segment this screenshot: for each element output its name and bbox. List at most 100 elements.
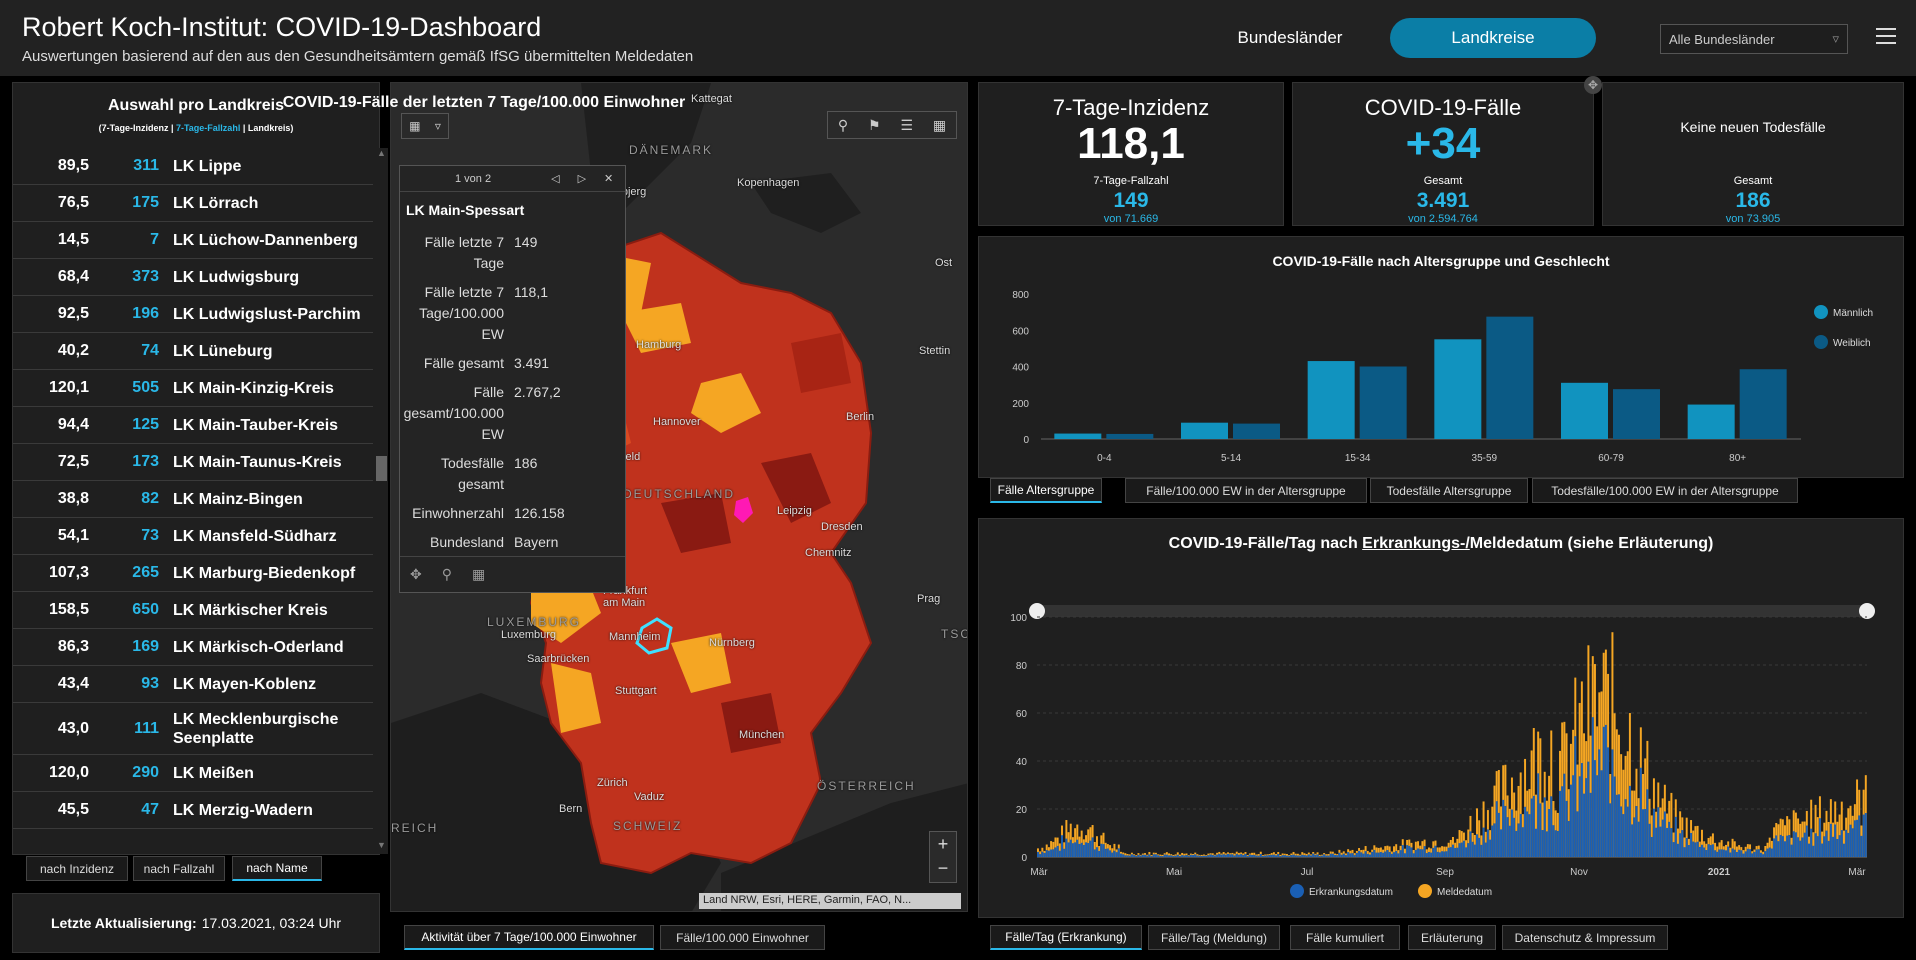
title-part[interactable]: Erkrankungs-/ bbox=[1362, 535, 1470, 552]
bottom-tab[interactable]: Fälle/Tag (Meldung) bbox=[1148, 925, 1280, 950]
bar-weiblich-35-59[interactable] bbox=[1486, 316, 1534, 439]
bookmark-icon[interactable]: ⚑ bbox=[868, 116, 881, 133]
age-tab[interactable]: Todesfälle Altersgruppe bbox=[1370, 478, 1528, 503]
bar-männlich-80+[interactable] bbox=[1687, 404, 1735, 439]
map-tab-aktivitaet[interactable]: Aktivität über 7 Tage/100.000 Einwohner bbox=[404, 925, 654, 950]
landkreis-row[interactable]: 107,3 265 LK Marburg-Biedenkopf bbox=[13, 555, 373, 592]
scroll-up-icon[interactable]: ▲ bbox=[377, 148, 386, 158]
popup-key: Fälle letzte 7 Tage/100.000 EW bbox=[419, 284, 504, 342]
expand-icon[interactable]: ✥ bbox=[1584, 76, 1602, 94]
next-icon[interactable]: ▷ bbox=[577, 173, 587, 185]
age-tab[interactable]: Fälle Altersgruppe bbox=[990, 478, 1102, 503]
select-feature-icon[interactable]: ▦ bbox=[472, 566, 486, 582]
range-handle-right[interactable] bbox=[1859, 603, 1875, 619]
bar-männlich-5-14[interactable] bbox=[1181, 422, 1228, 439]
bottom-tab[interactable]: Erläuterung bbox=[1408, 925, 1496, 950]
title-part: Meldedatum (siehe Erläuterung) bbox=[1469, 535, 1714, 552]
bar-weiblich-0-4[interactable] bbox=[1106, 433, 1154, 439]
list-scrollbar[interactable]: ▲ ▼ bbox=[375, 148, 388, 854]
bar-erkrankungsdatum bbox=[1856, 819, 1859, 857]
bar-erkrankungsdatum bbox=[1506, 817, 1509, 857]
popup-value: 118,1 bbox=[514, 284, 548, 300]
zoom-out-icon[interactable]: − bbox=[937, 858, 949, 878]
map-label-vaduz: Vaduz bbox=[634, 791, 665, 803]
landkreis-row[interactable]: 43,4 93 LK Mayen-Koblenz bbox=[13, 666, 373, 703]
landkreis-list[interactable]: 89,5 311 LK Lippe 76,5 175 LK Lörrach 14,5 7 LK … bbox=[13, 148, 373, 854]
bar-männlich-0-4[interactable] bbox=[1054, 433, 1102, 439]
bar-meldedatum bbox=[1644, 758, 1647, 857]
popup-row: Einwohnerzahl 126.158 bbox=[400, 503, 625, 524]
bar-erkrankungsdatum bbox=[1620, 806, 1623, 857]
bar-erkrankungsdatum bbox=[1231, 854, 1234, 857]
landkreis-row[interactable]: 40,2 74 LK Lüneburg bbox=[13, 333, 373, 370]
bar-meldedatum bbox=[1054, 837, 1057, 857]
landkreis-row[interactable]: 54,1 73 LK Mansfeld-Südharz bbox=[13, 518, 373, 555]
landkreis-row[interactable]: 43,0 111 LK Mecklenburgische Seenplatte bbox=[13, 703, 373, 755]
bar-erkrankungsdatum bbox=[1735, 851, 1738, 857]
landkreis-row[interactable]: 76,5 175 LK Lörrach bbox=[13, 185, 373, 222]
hamburger-menu-icon[interactable] bbox=[1876, 28, 1896, 46]
row-fallzahl: 111 bbox=[134, 719, 159, 737]
bar-meldedatum bbox=[1784, 825, 1786, 857]
age-tab[interactable]: Todesfälle/100.000 EW in der Altersgrupp… bbox=[1532, 478, 1798, 503]
sort-tab-name[interactable]: nach Name bbox=[232, 856, 322, 881]
bar-erkrankungsdatum bbox=[1508, 825, 1511, 857]
range-slider-track[interactable] bbox=[1037, 605, 1867, 617]
bar-erkrankungsdatum bbox=[1362, 853, 1365, 857]
move-icon[interactable]: ✥ bbox=[410, 566, 422, 582]
landkreis-row[interactable]: 120,1 505 LK Main-Kinzig-Kreis bbox=[13, 370, 373, 407]
bar-erkrankungsdatum bbox=[1152, 854, 1155, 857]
bar-männlich-60-79[interactable] bbox=[1561, 382, 1608, 439]
landkreis-row[interactable]: 86,3 169 LK Märkisch-Oderland bbox=[13, 629, 373, 666]
zoom-in-icon[interactable]: + bbox=[937, 834, 949, 854]
bottom-tab[interactable]: Fälle kumuliert bbox=[1290, 925, 1400, 950]
legend-swatch bbox=[1814, 335, 1828, 349]
bar-erkrankungsdatum bbox=[1371, 851, 1374, 857]
bar-erkrankungsdatum bbox=[1292, 854, 1295, 857]
bottom-tab[interactable]: Datenschutz & Impressum bbox=[1502, 925, 1668, 950]
landkreis-row[interactable]: 72,5 173 LK Main-Taunus-Kreis bbox=[13, 444, 373, 481]
scrollbar-thumb[interactable] bbox=[376, 456, 387, 481]
landkreis-row[interactable]: 45,5 47 LK Merzig-Wadern bbox=[13, 792, 373, 829]
bar-weiblich-15-34[interactable] bbox=[1359, 366, 1407, 440]
bar-erkrankungsdatum bbox=[1130, 854, 1133, 857]
grid-icon[interactable]: ▦ bbox=[932, 116, 947, 133]
scroll-down-icon[interactable]: ▼ bbox=[377, 840, 386, 850]
landkreis-row[interactable]: 158,5 650 LK Märkischer Kreis bbox=[13, 592, 373, 629]
close-icon[interactable]: ✕ bbox=[604, 173, 614, 185]
landkreis-row[interactable]: 89,5 311 LK Lippe bbox=[13, 148, 373, 185]
zoom-to-icon[interactable]: ⚲ bbox=[441, 566, 452, 582]
nav-landkreise-button[interactable]: Landkreise bbox=[1390, 18, 1596, 58]
bar-weiblich-80+[interactable] bbox=[1739, 369, 1787, 439]
header-bar: Robert Koch-Institut: COVID-19-Dashboard… bbox=[0, 0, 1916, 76]
bar-weiblich-60-79[interactable] bbox=[1613, 389, 1660, 439]
bar-erkrankungsdatum bbox=[1154, 854, 1157, 857]
range-handle-left[interactable] bbox=[1029, 603, 1045, 619]
list-icon[interactable]: ☰ bbox=[900, 116, 913, 133]
age-tab[interactable]: Fälle/100.000 EW in der Altersgruppe bbox=[1125, 478, 1367, 503]
bar-erkrankungsdatum bbox=[1198, 855, 1201, 857]
map-tab-faelle[interactable]: Fälle/100.000 Einwohner bbox=[660, 925, 825, 950]
landkreis-row[interactable]: 38,8 82 LK Mainz-Bingen bbox=[13, 481, 373, 518]
timeline-chart[interactable]: 0 20 40 60 80 100 Mär Mai Jul Sep Nov 2021 Mär Erkran… bbox=[979, 563, 1899, 903]
chevron-down-icon[interactable]: ▿ bbox=[434, 119, 441, 133]
previous-icon[interactable]: ◁ bbox=[551, 173, 560, 185]
landkreis-row[interactable]: 68,4 373 LK Ludwigsburg bbox=[13, 259, 373, 296]
map-label-schweiz: SCHWEIZ bbox=[613, 819, 683, 833]
select-icon[interactable]: ▦ bbox=[409, 119, 421, 133]
bundesland-select[interactable]: Alle Bundesländer ▿ bbox=[1660, 24, 1848, 54]
bar-männlich-15-34[interactable] bbox=[1307, 361, 1355, 439]
bar-erkrankungsdatum bbox=[1583, 793, 1586, 857]
bar-weiblich-5-14[interactable] bbox=[1233, 423, 1280, 439]
sort-tab-inzidenz[interactable]: nach Inzidenz bbox=[26, 856, 128, 881]
map-select-tool[interactable]: ▦ ▿ bbox=[401, 113, 449, 139]
sort-tab-fallzahl[interactable]: nach Fallzahl bbox=[133, 856, 225, 881]
landkreis-row[interactable]: 92,5 196 LK Ludwigslust-Parchim bbox=[13, 296, 373, 333]
nav-bundeslaender-button[interactable]: Bundesländer bbox=[1237, 28, 1343, 47]
bottom-tab[interactable]: Fälle/Tag (Erkrankung) bbox=[990, 925, 1142, 950]
landkreis-row[interactable]: 94,4 125 LK Main-Tauber-Kreis bbox=[13, 407, 373, 444]
landkreis-row[interactable]: 14,5 7 LK Lüchow-Dannenberg bbox=[13, 222, 373, 259]
search-icon[interactable]: ⚲ bbox=[837, 116, 849, 133]
bar-männlich-35-59[interactable] bbox=[1434, 339, 1482, 439]
landkreis-row[interactable]: 120,0 290 LK Meißen bbox=[13, 755, 373, 792]
